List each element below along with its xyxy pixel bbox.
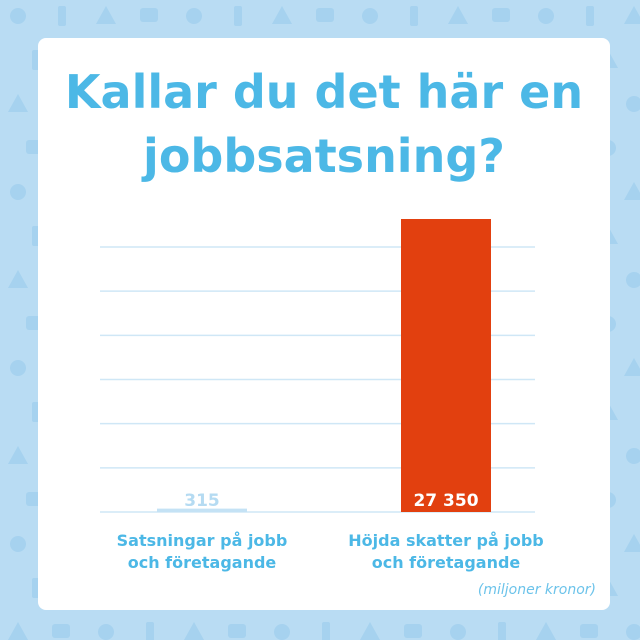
background-pattern-shape bbox=[186, 8, 202, 24]
background-pattern-shape bbox=[58, 6, 66, 26]
background-pattern-shape bbox=[580, 624, 598, 638]
background-pattern-shape bbox=[492, 8, 510, 22]
background-pattern-shape bbox=[98, 624, 114, 640]
background-pattern-shape bbox=[536, 622, 556, 640]
background-pattern-shape bbox=[624, 182, 640, 200]
background-pattern-shape bbox=[96, 6, 116, 24]
background-pattern-shape bbox=[228, 624, 246, 638]
background-pattern-shape bbox=[8, 446, 28, 464]
chart-title: Kallar du det här en jobbsatsning? bbox=[38, 60, 610, 188]
background-pattern-shape bbox=[626, 624, 640, 640]
background-pattern-shape bbox=[448, 6, 468, 24]
unit-note: (miljoner kronor) bbox=[477, 582, 596, 598]
background-pattern-shape bbox=[184, 622, 204, 640]
category-label-investments: Satsningar på jobb och företagande bbox=[116, 531, 288, 572]
background-pattern-shape bbox=[498, 622, 506, 640]
background-pattern-shape bbox=[146, 622, 154, 640]
background-pattern-shape bbox=[586, 6, 594, 26]
background-pattern-shape bbox=[626, 448, 640, 464]
chart-title-line-2: jobbsatsning? bbox=[143, 129, 505, 183]
background-pattern-shape bbox=[274, 624, 290, 640]
background-pattern-shape bbox=[624, 534, 640, 552]
background-pattern-shape bbox=[404, 624, 422, 638]
background-pattern-shape bbox=[626, 96, 640, 112]
background-pattern-shape bbox=[450, 624, 466, 640]
data-label-bar-tax-increases: 27 350 bbox=[413, 491, 478, 511]
background-pattern-shape bbox=[360, 622, 380, 640]
category-label-tax-increases: Höjda skatter på jobb och företagande bbox=[348, 531, 544, 572]
background-pattern-shape bbox=[10, 184, 26, 200]
bar-tax-increases bbox=[401, 219, 491, 512]
background-pattern-shape bbox=[8, 622, 28, 640]
chart-title-line-1: Kallar du det här en bbox=[64, 65, 584, 119]
background-pattern-shape bbox=[234, 6, 242, 26]
background-pattern-shape bbox=[272, 6, 292, 24]
data-label-bar-investments: 315 bbox=[184, 491, 220, 511]
background-pattern-shape bbox=[322, 622, 330, 640]
background-pattern-shape bbox=[10, 536, 26, 552]
background-pattern-shape bbox=[10, 360, 26, 376]
background-pattern-shape bbox=[362, 8, 378, 24]
background-pattern-shape bbox=[140, 8, 158, 22]
background-pattern-shape bbox=[8, 94, 28, 112]
background-pattern-shape bbox=[316, 8, 334, 22]
background-pattern-shape bbox=[624, 6, 640, 24]
background-pattern-shape bbox=[52, 624, 70, 638]
background-pattern-shape bbox=[8, 270, 28, 288]
bar-investments bbox=[157, 508, 247, 512]
background-pattern-shape bbox=[410, 6, 418, 26]
background-pattern-shape bbox=[10, 8, 26, 24]
infographic-card: Kallar du det här en jobbsatsning? 315 27… bbox=[38, 38, 610, 610]
background-pattern-shape bbox=[624, 358, 640, 376]
background-pattern-shape bbox=[538, 8, 554, 24]
background-pattern-shape bbox=[626, 272, 640, 288]
bar-chart: 315 27 350 bbox=[100, 219, 535, 513]
